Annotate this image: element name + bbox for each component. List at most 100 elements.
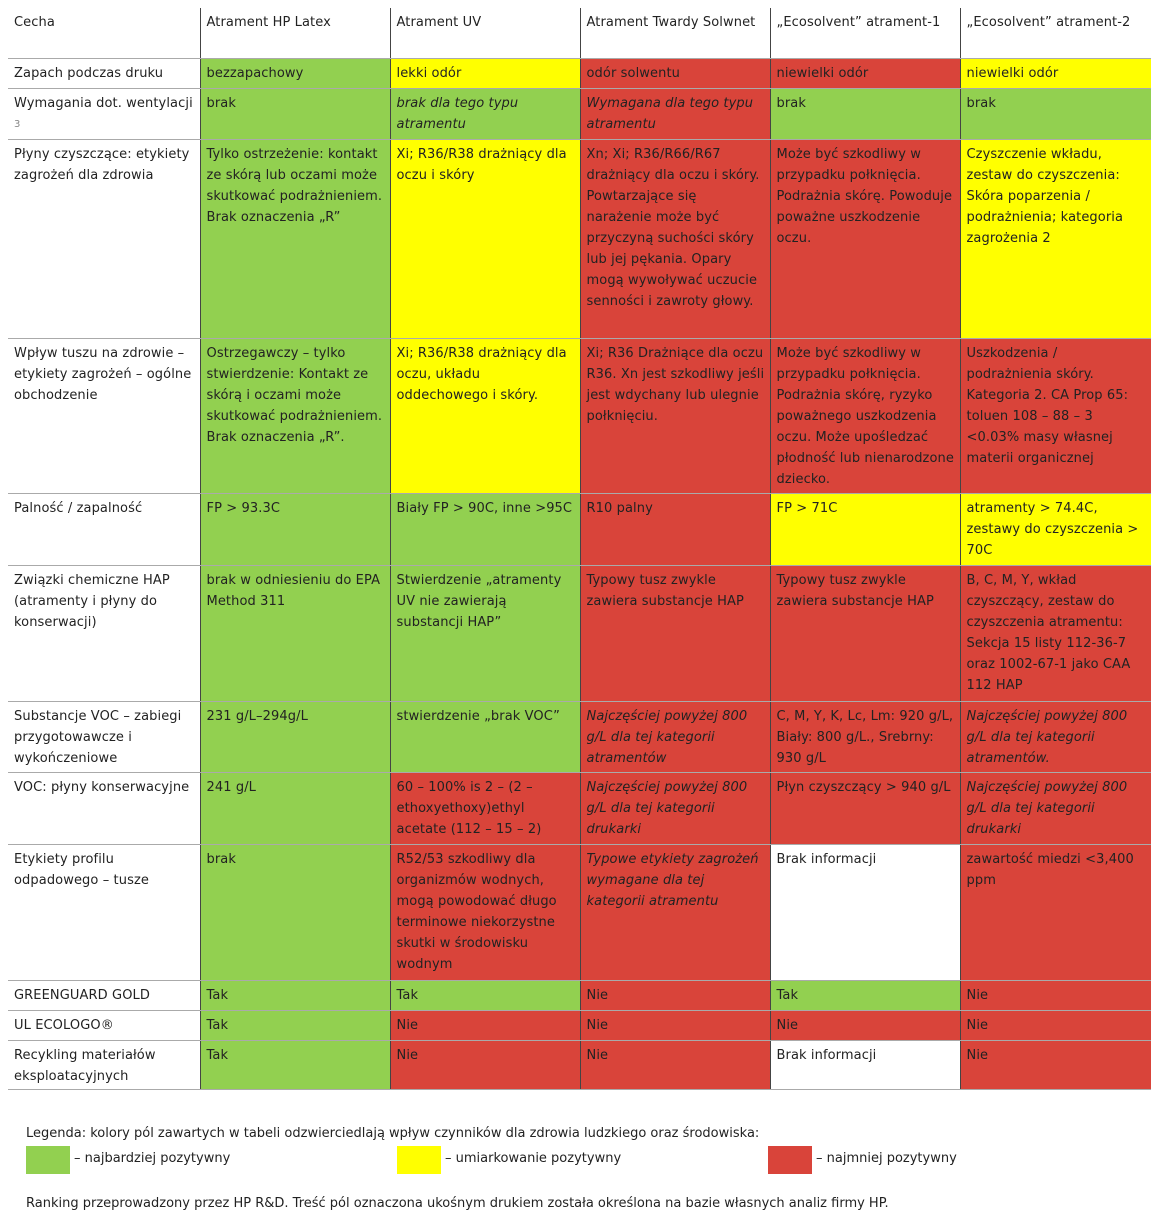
table-row: Związki chemiczne HAP (atramenty i płyny… bbox=[8, 564, 1151, 702]
row-label: Substancje VOC – zabiegi przygotowawcze … bbox=[8, 700, 201, 773]
cell: Czyszczenie wkładu, zestaw do czyszczeni… bbox=[959, 138, 1151, 339]
row-label: UL ECOLOGO® bbox=[8, 1009, 201, 1041]
legend: Legenda: kolory pól zawartych w tabeli o… bbox=[26, 1126, 1146, 1174]
row-label-text: Płyny czyszczące: etykiety zagrożeń dla … bbox=[14, 146, 190, 183]
row-label-text: Substancje VOC – zabiegi przygotowawcze … bbox=[14, 708, 182, 766]
table-row: Zapach podczas druku bezzapachowy lekki od… bbox=[8, 57, 1151, 89]
table-row: Substancje VOC – zabiegi przygotowawcze … bbox=[8, 700, 1151, 773]
cell: Nie bbox=[389, 1009, 581, 1041]
row-label: Związki chemiczne HAP (atramenty i płyny… bbox=[8, 564, 201, 702]
table-row: Etykiety profilu odpadowego – tusze brak R… bbox=[8, 843, 1151, 981]
cell: lekki odór bbox=[389, 57, 581, 89]
cell: Najczęściej powyżej 800 g/L dla tej kate… bbox=[959, 771, 1151, 845]
cell: niewielki odór bbox=[769, 57, 961, 89]
cell: Może być szkodliwy w przypadku połknięci… bbox=[769, 337, 961, 494]
table-row: Recykling materiałów eksploatacyjnych Tak… bbox=[8, 1039, 1151, 1090]
row-label-text: GREENGUARD GOLD bbox=[14, 987, 150, 1003]
comparison-table: Cecha Atrament HP Latex Atrament UV Atramen… bbox=[8, 8, 1151, 1090]
cell: brak w odniesieniu do EPA Method 311 bbox=[199, 564, 391, 702]
cell: atramenty > 74.4C, zestawy do czyszczeni… bbox=[959, 492, 1151, 566]
row-label: Palność / zapalność bbox=[8, 492, 201, 566]
row-label: Etykiety profilu odpadowego – tusze bbox=[8, 843, 201, 981]
cell: Typowy tusz zwykle zawiera substancje HA… bbox=[579, 564, 771, 702]
cell: Brak informacji bbox=[769, 843, 961, 981]
cell: Nie bbox=[579, 979, 771, 1011]
row-label: VOC: płyny konserwacyjne bbox=[8, 771, 201, 845]
cell: Wymagana dla tego typu atramentu bbox=[579, 87, 771, 140]
table-row: Płyny czyszczące: etykiety zagrożeń dla … bbox=[8, 138, 1151, 339]
header-cell: Atrament HP Latex bbox=[199, 8, 391, 59]
row-label-text: Związki chemiczne HAP (atramenty i płyny… bbox=[14, 572, 170, 630]
cell: R52/53 szkodliwy dla organizmów wodnych,… bbox=[389, 843, 581, 981]
cell: FP > 93.3C bbox=[199, 492, 391, 566]
cell: Najczęściej powyżej 800 g/L dla tej kate… bbox=[959, 700, 1151, 773]
header-cell: Atrament UV bbox=[389, 8, 581, 59]
cell: B, C, M, Y, wkład czyszczący, zestaw do … bbox=[959, 564, 1151, 702]
cell: odór solwentu bbox=[579, 57, 771, 89]
cell: Brak informacji bbox=[769, 1039, 961, 1090]
table-row: Wpływ tuszu na zdrowie – etykiety zagroż… bbox=[8, 337, 1151, 494]
cell: Tak bbox=[199, 979, 391, 1011]
header-cell: „Ecosolvent” atrament-2 bbox=[959, 8, 1151, 59]
cell: Xi; R36/R38 drażniący dla oczu, układu o… bbox=[389, 337, 581, 494]
cell: Tak bbox=[199, 1039, 391, 1090]
table-row: GREENGUARD GOLD Tak Tak Nie Tak Nie bbox=[8, 979, 1151, 1011]
cell: Nie bbox=[959, 1009, 1151, 1041]
cell: Najczęściej powyżej 800 g/L dla tej kate… bbox=[579, 771, 771, 845]
cell: Ostrzegawczy – tylko stwierdzenie: Konta… bbox=[199, 337, 391, 494]
cell: Xi; R36/R38 drażniący dla oczu i skóry bbox=[389, 138, 581, 339]
header-cell: Atrament Twardy Solwnet bbox=[579, 8, 771, 59]
cell: Nie bbox=[389, 1039, 581, 1090]
cell: 231 g/L–294g/L bbox=[199, 700, 391, 773]
cell: Xn; Xi; R36/R66/R67 drażniący dla oczu i… bbox=[579, 138, 771, 339]
cell: brak bbox=[199, 843, 391, 981]
cell: stwierdzenie „brak VOC” bbox=[389, 700, 581, 773]
cell: bezzapachowy bbox=[199, 57, 391, 89]
cell: R10 palny bbox=[579, 492, 771, 566]
row-label: Płyny czyszczące: etykiety zagrożeń dla … bbox=[8, 138, 201, 339]
legend-swatch bbox=[768, 1146, 812, 1174]
row-label: GREENGUARD GOLD bbox=[8, 979, 201, 1011]
row-label-text: Recykling materiałów eksploatacyjnych bbox=[14, 1047, 156, 1084]
cell: Nie bbox=[959, 979, 1151, 1011]
table-row: Palność / zapalność FP > 93.3C Biały FP > … bbox=[8, 492, 1151, 566]
legend-label: – umiarkowanie pozytywny bbox=[445, 1151, 622, 1166]
legend-title: Legenda: kolory pól zawartych w tabeli o… bbox=[26, 1126, 760, 1141]
cell: 241 g/L bbox=[199, 771, 391, 845]
cell: Uszkodzenia / podrażnienia skóry. Katego… bbox=[959, 337, 1151, 494]
cell: brak dla tego typu atramentu bbox=[389, 87, 581, 140]
legend-swatch bbox=[397, 1146, 441, 1174]
cell: Najczęściej powyżej 800 g/L dla tej kate… bbox=[579, 700, 771, 773]
header-cell: Cecha bbox=[8, 8, 201, 59]
row-label-text: Zapach podczas druku bbox=[14, 65, 164, 81]
cell: Nie bbox=[579, 1009, 771, 1041]
cell: Typowe etykiety zagrożeń wymagane dla te… bbox=[579, 843, 771, 981]
cell: 60 – 100% is 2 – (2 – ethoxyethoxy)ethyl… bbox=[389, 771, 581, 845]
cell: zawartość miedzi <3,400 ppm bbox=[959, 843, 1151, 981]
cell: Tylko ostrzeżenie: kontakt ze skórą lub … bbox=[199, 138, 391, 339]
cell: niewielki odór bbox=[959, 57, 1151, 89]
row-label: Wymagania dot. wentylacji 3 bbox=[8, 87, 201, 140]
table-row: UL ECOLOGO® Tak Nie Nie Nie Nie bbox=[8, 1009, 1151, 1041]
cell: Tak bbox=[199, 1009, 391, 1041]
cell: Może być szkodliwy w przypadku połknięci… bbox=[769, 138, 961, 339]
row-label-text: Etykiety profilu odpadowego – tusze bbox=[14, 851, 149, 888]
legend-swatch bbox=[26, 1146, 70, 1174]
footer-note: Ranking przeprowadzony przez HP R&D. Tre… bbox=[26, 1196, 889, 1211]
row-label: Wpływ tuszu na zdrowie – etykiety zagroż… bbox=[8, 337, 201, 494]
cell: FP > 71C bbox=[769, 492, 961, 566]
cell: Xi; R36 Drażniące dla oczu R36. Xn jest … bbox=[579, 337, 771, 494]
table-row: Wymagania dot. wentylacji 3 brak brak dla … bbox=[8, 87, 1151, 140]
row-label-text: Palność / zapalność bbox=[14, 500, 143, 516]
cell: Nie bbox=[959, 1039, 1151, 1090]
legend-label: – najmniej pozytywny bbox=[816, 1151, 957, 1166]
row-label-text: UL ECOLOGO® bbox=[14, 1017, 114, 1033]
cell: Nie bbox=[769, 1009, 961, 1041]
cell: brak bbox=[199, 87, 391, 140]
row-label: Zapach podczas druku bbox=[8, 57, 201, 89]
cell: C, M, Y, K, Lc, Lm: 920 g/L, Biały: 800 … bbox=[769, 700, 961, 773]
cell: Biały FP > 90C, inne >95C bbox=[389, 492, 581, 566]
footnote-ref: 3 bbox=[14, 118, 21, 130]
header-row: Cecha Atrament HP Latex Atrament UV Atramen… bbox=[8, 8, 1151, 59]
